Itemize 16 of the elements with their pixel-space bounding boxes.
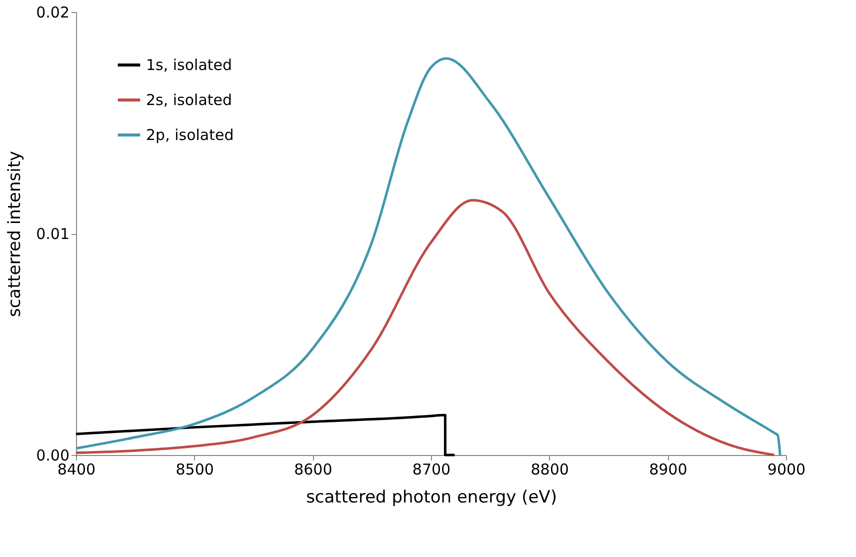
line-series [74, 414, 456, 456]
x-tick-label: 8800 [530, 460, 569, 478]
y-tick-label: 0.01 [36, 225, 70, 243]
x-tick-label: 8500 [176, 460, 214, 478]
line-series [74, 57, 782, 456]
x-axis-title: scattered photon energy (eV) [306, 488, 557, 508]
legend-label: 2s, isolated [146, 91, 232, 109]
y-axis-title: scatterred intensity [5, 150, 26, 318]
x-tick-label: 8600 [294, 460, 332, 478]
y-tick-label: 0.02 [36, 4, 70, 22]
x-tick-label: 9000 [767, 460, 806, 478]
line-series [74, 199, 776, 456]
x-tick-label: 8700 [412, 460, 451, 478]
x-tick-label: 8900 [649, 460, 688, 478]
legend-label: 2p, isolated [146, 126, 234, 144]
legend-label: 1s, isolated [146, 56, 232, 74]
